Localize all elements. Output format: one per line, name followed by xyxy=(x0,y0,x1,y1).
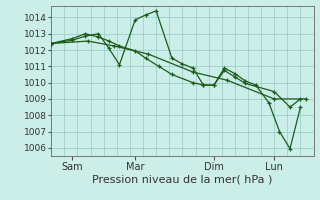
X-axis label: Pression niveau de la mer( hPa ): Pression niveau de la mer( hPa ) xyxy=(92,174,273,184)
